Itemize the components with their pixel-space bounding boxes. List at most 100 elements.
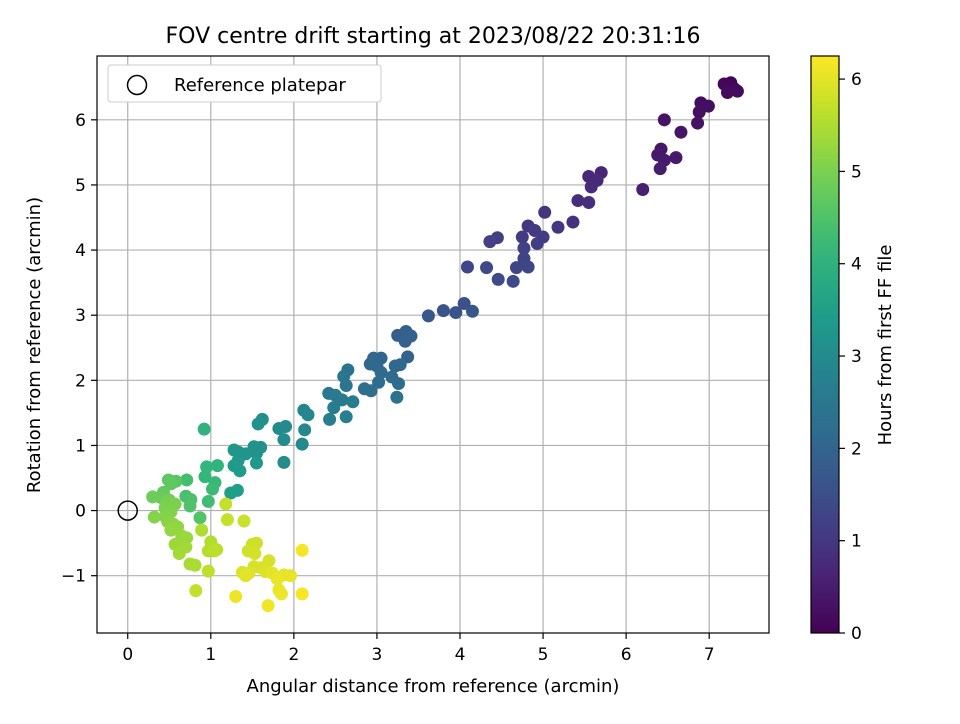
data-point xyxy=(251,417,265,431)
data-point xyxy=(720,85,734,99)
data-point xyxy=(509,261,523,275)
x-tick-label: 2 xyxy=(288,645,299,665)
data-point xyxy=(339,410,353,424)
data-point xyxy=(277,455,291,469)
x-axis-label: Angular distance from reference (arcmin) xyxy=(247,676,620,697)
data-point xyxy=(566,215,580,229)
data-point xyxy=(571,194,585,208)
y-tick-label: −1 xyxy=(61,567,86,587)
data-point xyxy=(515,230,529,244)
y-axis-ticks: −1 0 1 2 3 4 5 6 xyxy=(61,111,97,587)
data-point xyxy=(674,125,688,139)
data-point xyxy=(189,584,203,598)
data-point xyxy=(398,334,412,348)
data-point xyxy=(284,569,298,583)
data-point xyxy=(538,205,552,219)
data-point xyxy=(730,84,744,98)
y-tick-label: 6 xyxy=(75,111,86,131)
data-point xyxy=(229,590,243,604)
colorbar-label: Hours from first FF file xyxy=(875,245,896,446)
y-tick-label: 5 xyxy=(75,176,86,196)
data-point xyxy=(239,569,253,583)
x-tick-label: 6 xyxy=(621,645,632,665)
data-point xyxy=(692,105,706,119)
x-tick-label: 0 xyxy=(122,645,133,665)
y-tick-label: 0 xyxy=(75,502,86,522)
legend-marker-icon xyxy=(126,74,148,96)
data-point xyxy=(220,513,234,527)
data-point xyxy=(195,523,209,537)
colorbar-tick-label: 2 xyxy=(851,439,862,459)
data-point xyxy=(164,523,178,537)
x-tick-label: 1 xyxy=(205,645,216,665)
data-point xyxy=(164,477,178,491)
data-point xyxy=(636,183,650,197)
data-point xyxy=(323,412,337,426)
data-point xyxy=(491,272,505,286)
data-point xyxy=(272,422,286,436)
data-point xyxy=(506,274,520,288)
colorbar-tick-label: 4 xyxy=(851,255,862,275)
data-point xyxy=(210,459,224,473)
data-point xyxy=(436,304,450,318)
axes-frame xyxy=(96,55,770,634)
data-point xyxy=(249,536,263,550)
data-point xyxy=(147,510,161,524)
data-point xyxy=(205,482,219,496)
data-point xyxy=(183,499,197,513)
data-point xyxy=(261,599,275,613)
data-points xyxy=(146,76,744,613)
data-point xyxy=(393,358,407,372)
data-point xyxy=(364,384,378,398)
data-point xyxy=(188,558,202,572)
data-point xyxy=(274,587,288,601)
data-point xyxy=(521,260,535,274)
colorbar: 0 1 2 3 4 5 6 Hours from first FF file xyxy=(810,55,896,644)
chart-title: FOV centre drift starting at 2023/08/22 … xyxy=(166,24,701,49)
data-point xyxy=(346,395,360,409)
data-point xyxy=(197,422,211,436)
data-point xyxy=(198,470,212,484)
legend-entry-reference-platepar: Reference platepar xyxy=(174,75,346,96)
colorbar-tick-label: 3 xyxy=(851,347,862,367)
data-point xyxy=(327,401,341,415)
data-point xyxy=(335,393,349,407)
data-point xyxy=(517,241,531,255)
data-point xyxy=(584,180,598,194)
data-point xyxy=(219,497,233,511)
data-point xyxy=(295,587,309,601)
data-point xyxy=(201,494,215,508)
data-point xyxy=(277,433,291,447)
data-point xyxy=(207,544,221,558)
y-axis-label: Rotation from reference (arcmin) xyxy=(24,197,45,493)
x-tick-label: 7 xyxy=(704,645,715,665)
data-point xyxy=(449,306,463,320)
data-point xyxy=(201,564,215,578)
y-tick-label: 3 xyxy=(75,306,86,326)
data-point xyxy=(180,473,194,487)
data-point xyxy=(237,514,251,528)
colorbar-ticks: 0 1 2 3 4 5 6 xyxy=(839,70,862,644)
data-point xyxy=(374,366,388,380)
data-point xyxy=(657,113,671,127)
legend: Reference platepar xyxy=(107,64,382,103)
plot-area: 0 1 2 3 4 5 6 7 −1 0 1 2 3 4 5 6 xyxy=(61,55,770,665)
data-point xyxy=(669,151,683,165)
data-point xyxy=(233,464,247,478)
data-point xyxy=(295,543,309,557)
x-axis-ticks: 0 1 2 3 4 5 6 7 xyxy=(122,633,715,665)
x-tick-label: 5 xyxy=(538,645,549,665)
data-point xyxy=(301,408,315,422)
data-point xyxy=(249,446,263,460)
data-point xyxy=(582,196,596,210)
data-point xyxy=(146,490,160,504)
data-point xyxy=(421,309,435,323)
data-point xyxy=(483,235,497,249)
data-point xyxy=(480,261,494,275)
data-point xyxy=(295,437,309,451)
data-point xyxy=(457,296,471,310)
data-point xyxy=(298,423,312,437)
data-point xyxy=(227,443,241,457)
data-point xyxy=(248,547,262,561)
x-tick-label: 3 xyxy=(372,645,383,665)
